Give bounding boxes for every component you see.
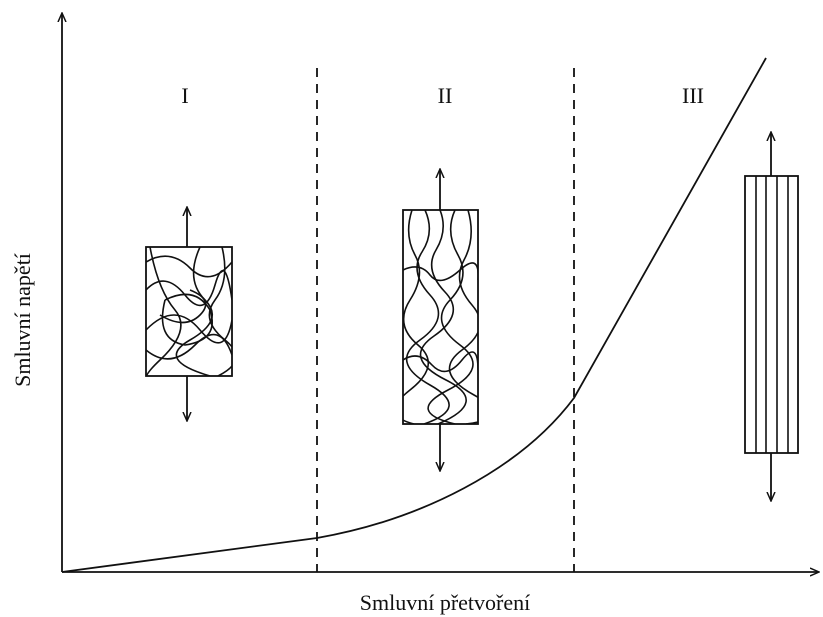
y-axis-label: Smluvní napětí (10, 253, 35, 387)
region-label: II (438, 83, 453, 108)
region-label: III (682, 83, 704, 108)
specimen-box (145, 246, 233, 377)
specimen-box (744, 175, 799, 454)
chain-tangle (146, 247, 232, 376)
specimen-aligned (744, 133, 799, 500)
x-axis-label: Smluvní přetvoření (360, 590, 530, 615)
region-label: I (181, 83, 188, 108)
specimen-aligning (402, 170, 479, 470)
stress-strain-curve (61, 57, 767, 573)
specimen-tangled (145, 208, 233, 420)
specimen-box (402, 209, 479, 425)
